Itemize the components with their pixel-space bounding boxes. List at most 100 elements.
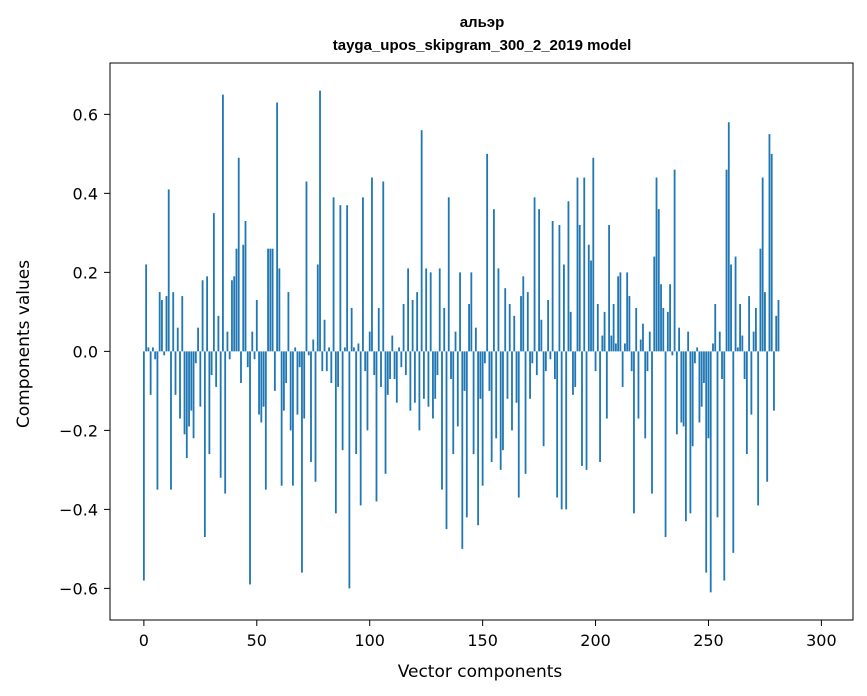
bar xyxy=(526,292,529,352)
bar xyxy=(560,351,563,510)
bar xyxy=(165,296,168,352)
bar xyxy=(321,351,324,372)
bar xyxy=(619,272,622,352)
bar xyxy=(285,351,288,383)
bar xyxy=(689,351,692,514)
bar xyxy=(624,343,626,352)
bar xyxy=(382,181,385,352)
bar xyxy=(366,351,369,431)
bar xyxy=(411,300,414,352)
bar xyxy=(246,351,249,368)
bar xyxy=(743,351,746,380)
bar xyxy=(567,201,570,352)
bar xyxy=(587,244,590,352)
bar xyxy=(479,351,482,399)
bar xyxy=(707,351,710,439)
bar xyxy=(684,351,687,522)
bar xyxy=(596,303,599,352)
bar xyxy=(244,221,247,352)
bar xyxy=(553,351,556,380)
bar xyxy=(301,351,303,573)
bar xyxy=(644,351,647,439)
bar xyxy=(558,224,561,352)
bar xyxy=(524,351,527,474)
bar xyxy=(389,351,391,380)
bar xyxy=(228,351,231,360)
bar xyxy=(459,272,461,352)
bar xyxy=(149,351,152,395)
bar xyxy=(775,315,778,352)
bar xyxy=(639,339,642,352)
bar xyxy=(703,351,705,383)
bar xyxy=(745,351,748,455)
bar xyxy=(413,351,416,403)
bar xyxy=(626,272,629,352)
bar xyxy=(325,351,328,372)
bar xyxy=(574,351,577,387)
bar xyxy=(273,351,276,391)
bar xyxy=(294,347,297,352)
bar xyxy=(694,351,696,364)
x-axis: 0 50 100 150 200 250 300 xyxy=(139,620,837,650)
bar xyxy=(260,351,263,423)
bar xyxy=(203,351,206,538)
bar xyxy=(617,276,620,352)
bar xyxy=(736,347,739,352)
x-tick-label: 300 xyxy=(806,631,837,650)
bar xyxy=(465,351,468,518)
bar xyxy=(497,268,500,352)
bar xyxy=(434,351,437,399)
bar xyxy=(436,351,439,376)
bar xyxy=(341,351,344,451)
bar xyxy=(377,307,380,352)
bar xyxy=(488,351,491,391)
bar xyxy=(181,296,184,352)
y-axis: −0.6 −0.4 −0.2 0.0 0.2 0.4 0.6 xyxy=(59,105,110,598)
bar xyxy=(355,351,358,455)
y-tick-label: −0.6 xyxy=(59,579,98,598)
bar xyxy=(192,351,195,439)
bar xyxy=(427,351,430,407)
bar xyxy=(362,197,364,352)
bar xyxy=(373,351,376,376)
bar xyxy=(217,315,220,352)
bar xyxy=(522,276,525,352)
bar xyxy=(305,181,308,352)
bar xyxy=(400,351,403,368)
bar xyxy=(450,351,452,380)
bar xyxy=(179,351,181,419)
bar xyxy=(240,351,242,383)
bar xyxy=(734,256,737,352)
y-axis-label: Components values xyxy=(14,260,34,428)
bar xyxy=(289,351,292,431)
bar xyxy=(330,351,333,383)
y-tick-label: 0.4 xyxy=(73,184,98,203)
bar xyxy=(156,351,159,490)
bar xyxy=(515,351,518,403)
chart-title: альэр xyxy=(460,14,505,31)
bar xyxy=(605,351,608,419)
bar xyxy=(759,248,762,352)
bar xyxy=(332,197,335,352)
bar xyxy=(718,331,721,352)
bar xyxy=(687,331,690,352)
bar xyxy=(680,351,683,423)
bar xyxy=(474,327,477,352)
bar xyxy=(493,209,495,352)
bar xyxy=(454,331,457,352)
bar xyxy=(231,280,233,352)
bar xyxy=(407,268,410,352)
bar xyxy=(346,205,349,352)
bar xyxy=(316,264,319,352)
bar xyxy=(359,351,362,506)
bar xyxy=(637,351,640,419)
bar xyxy=(386,351,389,395)
bar xyxy=(730,264,732,352)
bar xyxy=(653,256,656,352)
bar xyxy=(642,323,644,352)
bar xyxy=(630,351,633,372)
bar xyxy=(255,300,258,352)
bar xyxy=(251,331,254,352)
bar xyxy=(197,327,199,352)
bar xyxy=(535,351,538,376)
